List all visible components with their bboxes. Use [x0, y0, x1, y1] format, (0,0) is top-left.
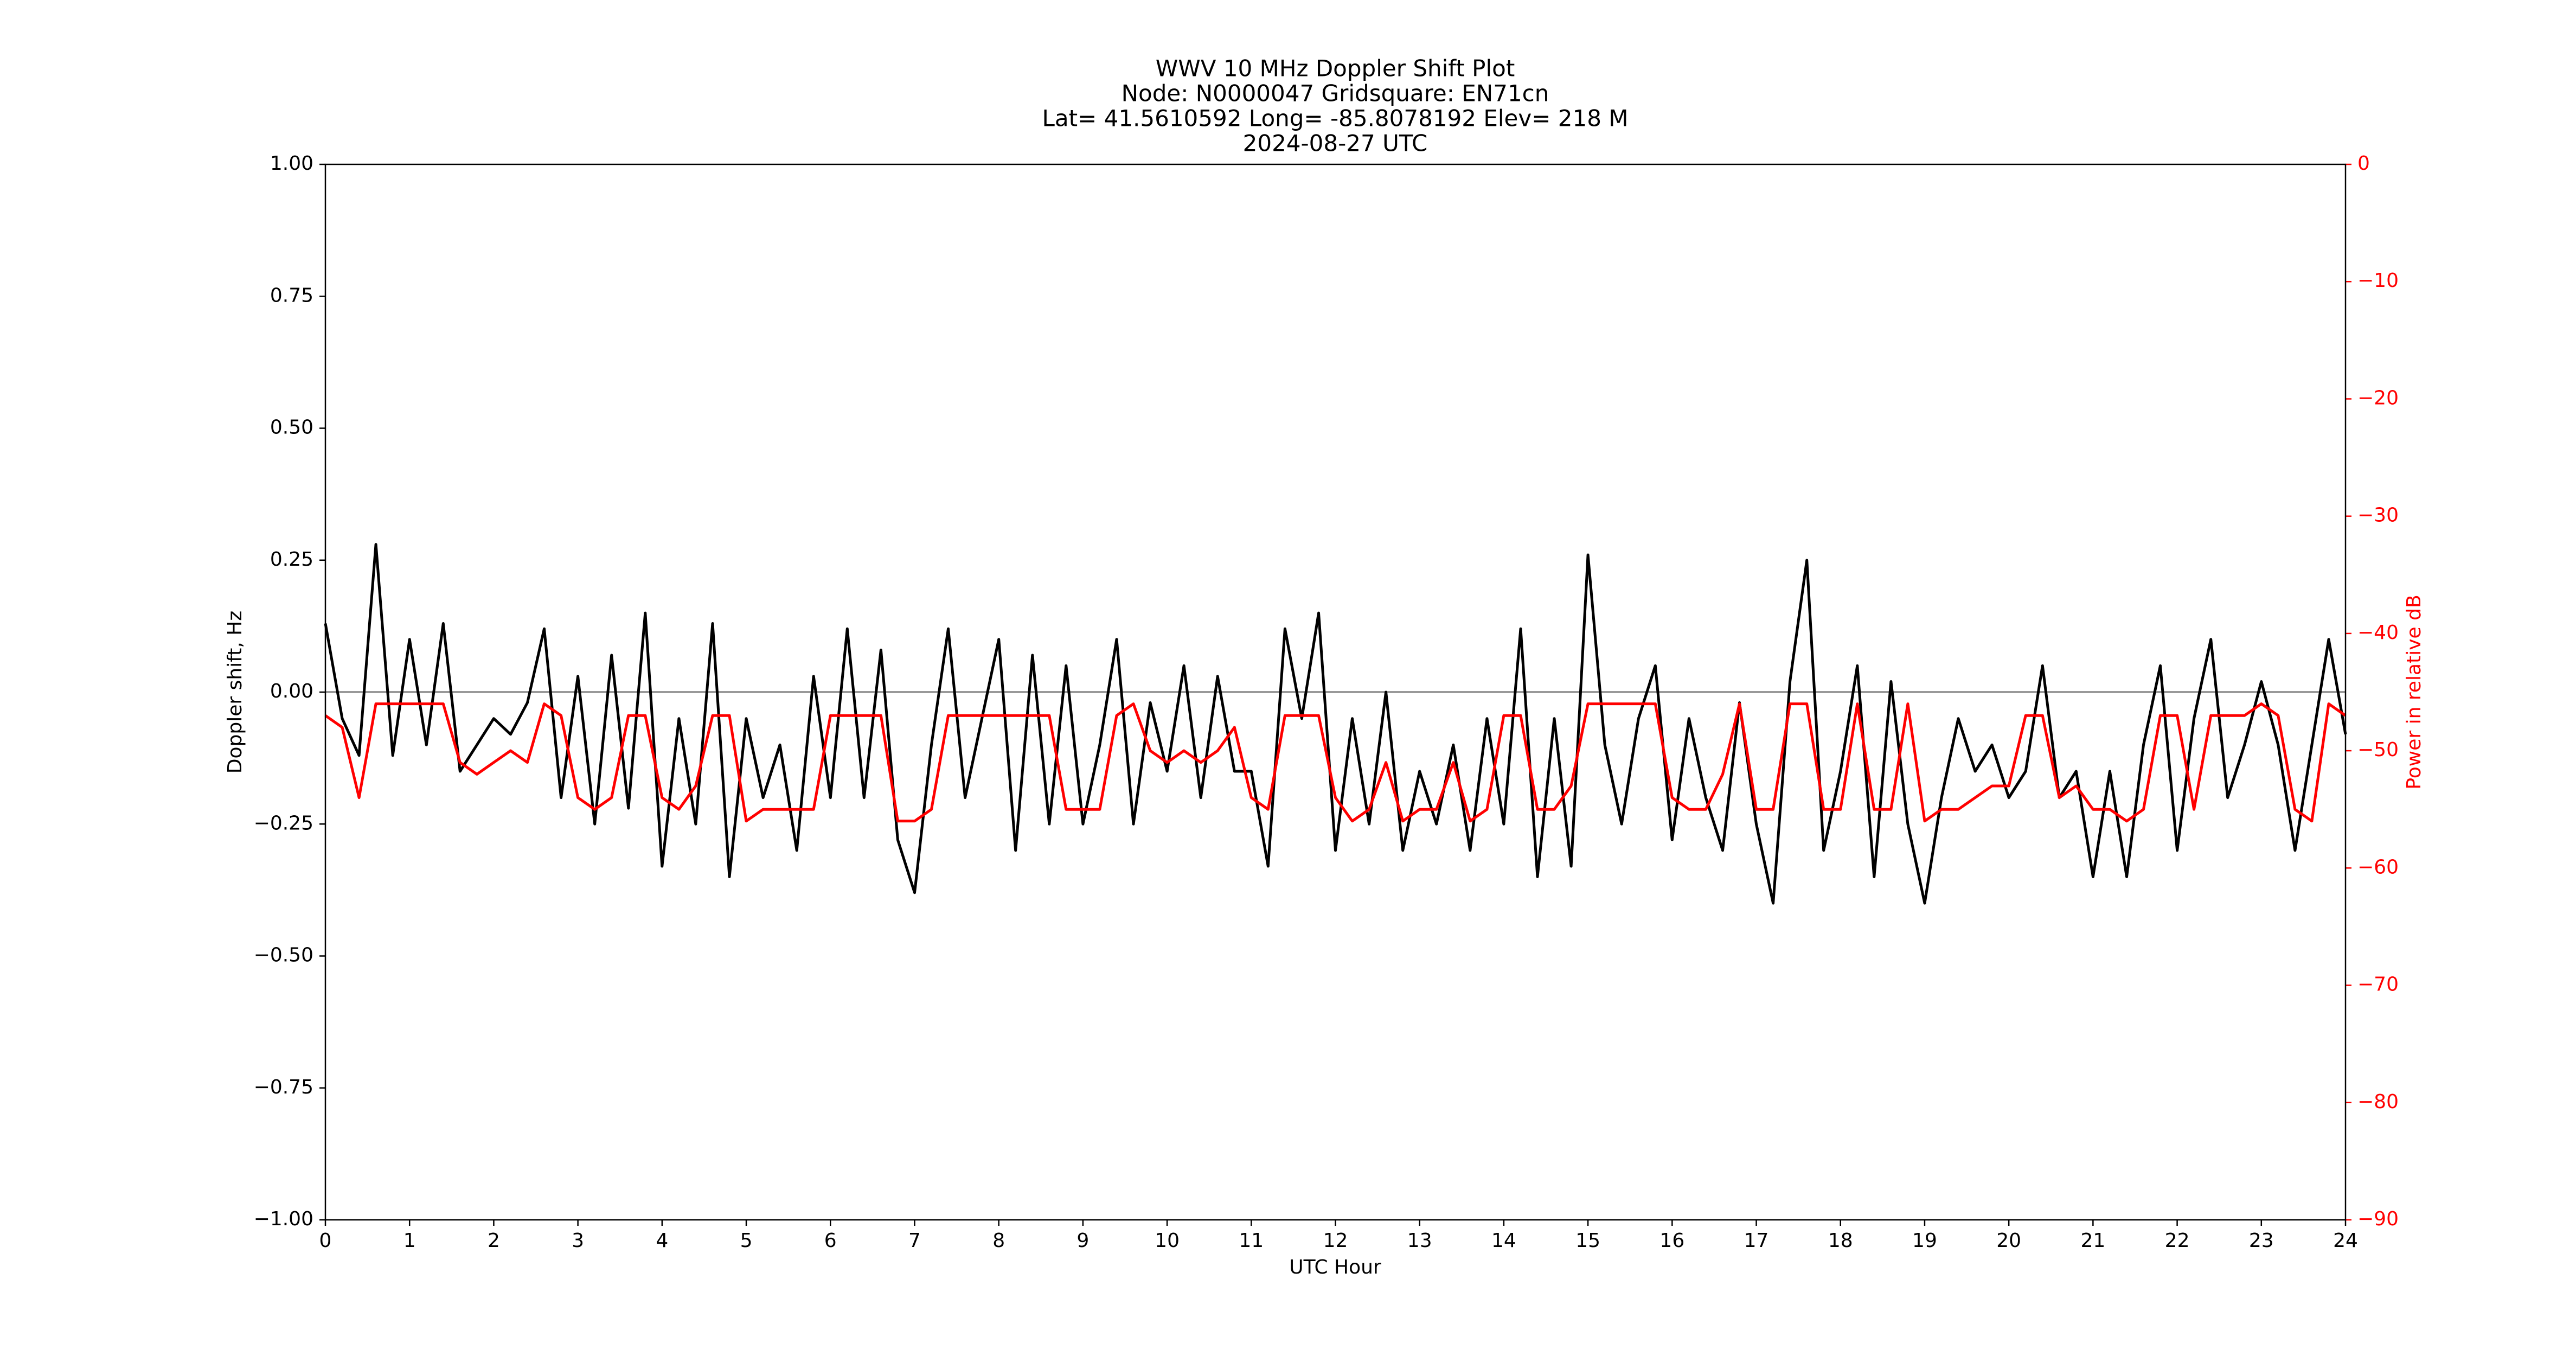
x-tick-label: 19	[1912, 1230, 1937, 1252]
y2-tick-label: −30	[2357, 504, 2399, 527]
x-tick-label: 12	[1323, 1230, 1348, 1252]
y-tick-label: −0.25	[254, 812, 313, 834]
x-tick-label: 14	[1491, 1230, 1516, 1252]
y-axis-label: Doppler shift, Hz	[224, 611, 246, 773]
x-tick-label: 13	[1407, 1230, 1432, 1252]
x-tick-label: 11	[1239, 1230, 1264, 1252]
y2-tick-label: −50	[2357, 739, 2399, 761]
y-tick-label: −1.00	[254, 1208, 313, 1230]
x-tick-label: 24	[2333, 1230, 2358, 1252]
x-tick-label: 6	[824, 1230, 837, 1252]
x-tick-label: 0	[319, 1230, 332, 1252]
y-tick-label: 0.00	[270, 680, 313, 702]
x-tick-label: 23	[2249, 1230, 2274, 1252]
y2-tick-label: −70	[2357, 974, 2399, 996]
y2-tick-label: −20	[2357, 387, 2399, 409]
y2-axis-label: Power in relative dB	[2403, 594, 2425, 789]
x-tick-label: 10	[1155, 1230, 1180, 1252]
x-tick-label: 20	[1996, 1230, 2021, 1252]
x-tick-label: 17	[1744, 1230, 1769, 1252]
x-tick-label: 2	[488, 1230, 500, 1252]
title-line: WWV 10 MHz Doppler Shift Plot	[1156, 55, 1515, 82]
y-tick-label: 1.00	[270, 152, 313, 175]
title-line: Lat= 41.5610592 Long= -85.8078192 Elev= …	[1042, 105, 1628, 132]
x-axis-label: UTC Hour	[1289, 1256, 1381, 1278]
x-tick-label: 5	[740, 1230, 753, 1252]
y2-tick-label: 0	[2357, 152, 2370, 175]
title-line: Node: N0000047 Gridsquare: EN71cn	[1122, 80, 1549, 107]
y-tick-label: 0.75	[270, 284, 313, 306]
x-tick-label: 22	[2165, 1230, 2190, 1252]
y2-tick-label: −10	[2357, 270, 2399, 292]
plot-frame	[324, 163, 2347, 1221]
y-tick-label: 0.25	[270, 548, 313, 571]
x-tick-label: 18	[1828, 1230, 1853, 1252]
x-tick-label: 1	[403, 1230, 416, 1252]
x-tick-label: 9	[1076, 1230, 1089, 1252]
x-tick-label: 21	[2080, 1230, 2105, 1252]
y-tick-label: −0.75	[254, 1076, 313, 1098]
series-line	[324, 702, 2347, 823]
x-tick-label: 3	[572, 1230, 584, 1252]
y2-tick-label: −90	[2357, 1208, 2399, 1230]
y2-tick-label: −40	[2357, 622, 2399, 644]
y2-tick-label: −80	[2357, 1091, 2399, 1113]
x-tick-label: 7	[908, 1230, 921, 1252]
x-tick-label: 8	[992, 1230, 1005, 1252]
y-tick-label: −0.50	[254, 944, 313, 967]
x-tick-label: 4	[656, 1230, 668, 1252]
series-line	[324, 543, 2347, 905]
title-line: 2024-08-27 UTC	[1243, 130, 1428, 157]
y2-tick-label: −60	[2357, 856, 2399, 878]
x-tick-label: 16	[1659, 1230, 1684, 1252]
x-tick-label: 15	[1575, 1230, 1600, 1252]
y-tick-label: 0.50	[270, 417, 313, 439]
